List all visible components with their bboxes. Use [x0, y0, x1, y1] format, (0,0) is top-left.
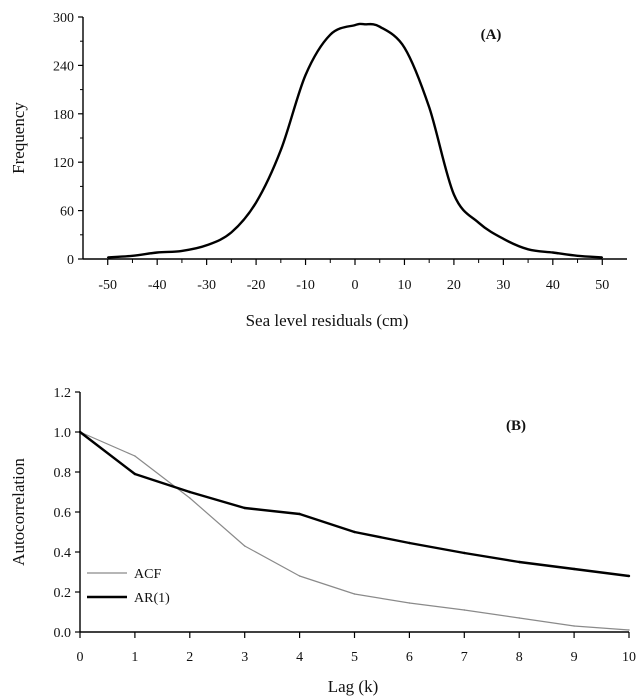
frequency-point [280, 149, 282, 151]
x-tick-label: 0 [77, 650, 84, 665]
x-tick-label: 9 [571, 650, 578, 665]
acf-point [518, 617, 520, 619]
y-tick-label: 0.8 [54, 466, 72, 481]
x-tick-label: 3 [241, 650, 248, 665]
acf-point [353, 593, 356, 595]
y-tick-label: 0.4 [54, 546, 72, 561]
y-tick-label: 60 [60, 205, 74, 220]
y-tick-label: 120 [53, 156, 74, 171]
acf-point [463, 609, 465, 611]
x-tick-label: 4 [296, 650, 303, 665]
ar1-point [133, 472, 137, 476]
ar1-line [79, 431, 630, 578]
x-tick-label: 7 [461, 650, 468, 665]
legend-label-acf: ACF [134, 567, 161, 582]
x-tick-label: 50 [595, 278, 609, 293]
frequency-point [477, 221, 480, 224]
panel-b-chart: 0.0 0.2 0.4 0.6 0.8 1.0 1.2 0 1 2 3 4 5 6 7 8 9 10 ACF AR(1… [9, 386, 636, 696]
ar1-point [78, 430, 82, 434]
x-tick-label: -40 [148, 278, 167, 293]
ar1-point [518, 560, 521, 564]
x-tick-label: -10 [296, 278, 315, 293]
frequency-point [205, 244, 208, 247]
frequency-point [255, 201, 257, 204]
y-tick-label: 0.6 [54, 506, 72, 521]
panel-label-a: (A) [481, 27, 502, 43]
x-tick-label: -30 [197, 278, 216, 293]
frequency-point [601, 256, 604, 259]
panel-label-b: (B) [506, 418, 526, 434]
x-tick-label: 2 [186, 650, 193, 665]
acf-point [628, 629, 630, 631]
acf-point [189, 497, 191, 499]
frequency-point [230, 231, 233, 234]
x-axis-title: Sea level residuals (cm) [246, 311, 409, 330]
x-tick-label: 40 [546, 278, 560, 293]
frequency-point [364, 23, 366, 26]
frequency-point [453, 193, 455, 196]
x-tick-label: 1 [131, 650, 138, 665]
frequency-point [428, 106, 430, 109]
y-tick-label: 0.2 [54, 586, 72, 601]
frequency-point [527, 248, 529, 251]
x-tick-label: 6 [406, 650, 413, 665]
acf-point [573, 625, 575, 627]
frequency-point [378, 25, 381, 28]
ar1-point [572, 567, 576, 571]
frequency-point [106, 256, 109, 259]
y-tick-label: 1.2 [54, 386, 72, 401]
acf-point [298, 575, 301, 577]
ar1-point [353, 530, 356, 534]
frequency-curve [107, 22, 603, 259]
acf-point [244, 545, 246, 547]
x-tick-label: 20 [447, 278, 461, 293]
y-tick-label: 1.0 [54, 426, 72, 441]
frequency-point [502, 238, 505, 240]
y-tick-label: 0.0 [54, 626, 72, 641]
acf-point [408, 602, 411, 604]
x-tick-label: -20 [247, 278, 266, 293]
panel-a-chart: 0 60 120 180 240 300 -50 -40 -30 -20 -10 0 10 20 30 40 5… [9, 11, 627, 330]
ar1-point [243, 506, 246, 510]
frequency-point [181, 250, 183, 252]
x-axis-title: Lag (k) [328, 677, 379, 696]
y-tick-label: 300 [53, 11, 74, 26]
frequency-point [131, 254, 134, 257]
x-tick-label: -50 [98, 278, 117, 293]
x-tick-label: 10 [397, 278, 411, 293]
frequency-point [552, 251, 554, 254]
y-tick-label: 240 [53, 59, 74, 74]
x-tick-label: 10 [622, 650, 636, 665]
legend-label-ar1: AR(1) [134, 591, 170, 606]
y-tick-label: 0 [67, 253, 74, 268]
ar1-point [627, 574, 631, 578]
x-tick-label: 30 [496, 278, 510, 293]
y-axis-title: Frequency [9, 102, 28, 174]
frequency-point [576, 254, 579, 257]
ar1-point [408, 541, 411, 545]
frequency-point [304, 74, 307, 76]
frequency-point [329, 33, 332, 36]
x-tick-label: 5 [351, 650, 358, 665]
frequency-point [403, 46, 406, 49]
ar1-point [463, 551, 466, 555]
x-tick-label: 0 [352, 278, 359, 293]
ar1-point [298, 512, 301, 516]
x-tick-label: 8 [516, 650, 523, 665]
y-tick-label: 180 [53, 108, 74, 123]
ar1-point [188, 490, 191, 494]
frequency-point [354, 24, 356, 26]
y-axis-title: Autocorrelation [9, 458, 28, 566]
acf-point [134, 455, 136, 457]
frequency-point [156, 251, 158, 254]
